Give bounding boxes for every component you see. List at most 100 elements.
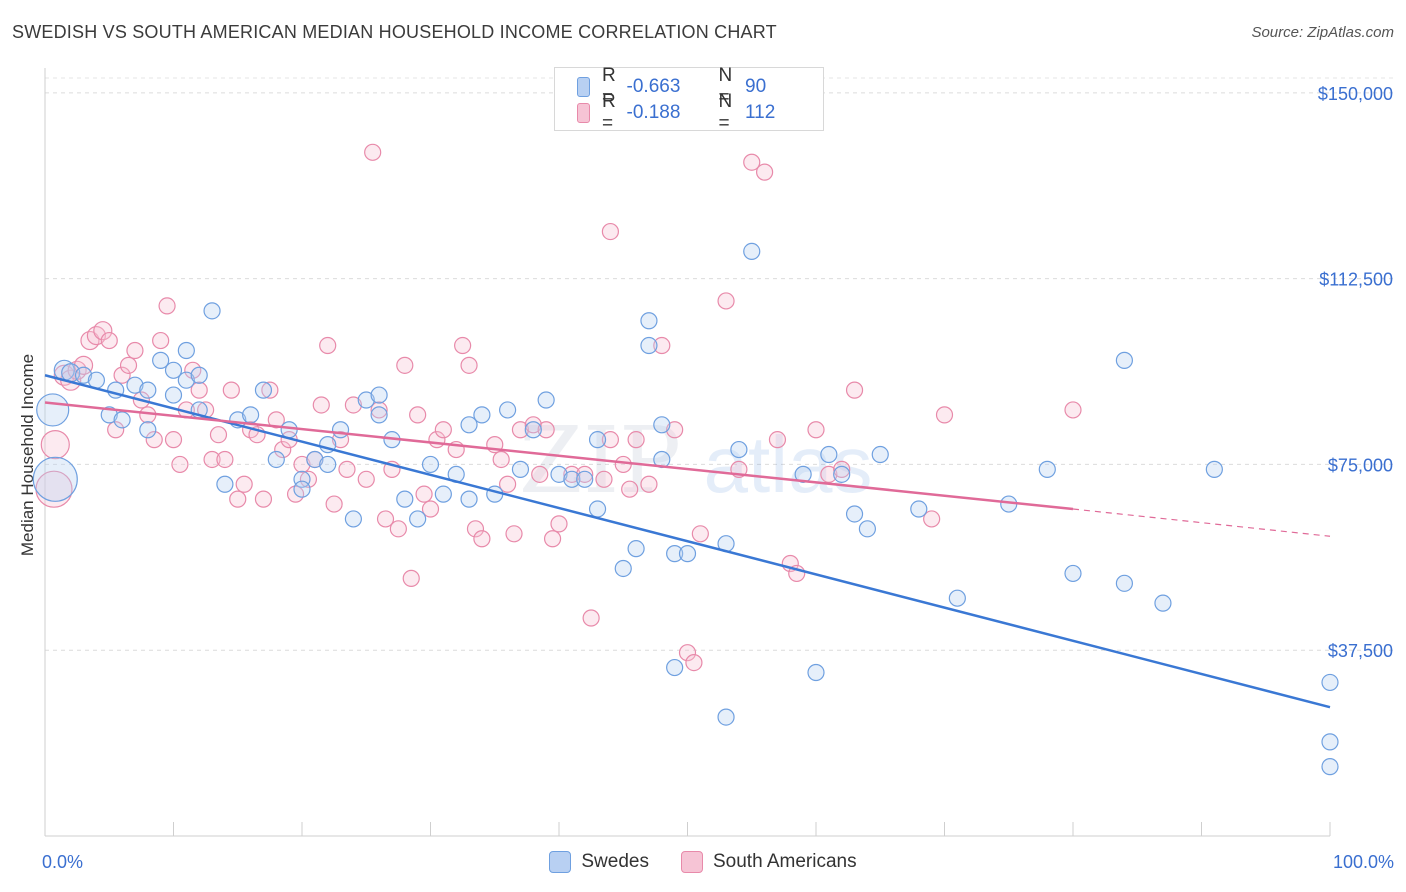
watermark-atlas: atlas [704, 420, 873, 509]
south-american-point [923, 510, 941, 528]
swede-point [126, 376, 144, 394]
south-american-point [203, 450, 221, 469]
swede-point [1205, 460, 1223, 478]
south-american-point [563, 465, 581, 483]
swede-point [460, 416, 478, 434]
swede-point [1321, 758, 1339, 776]
swede-point [820, 445, 838, 464]
south-american-point [319, 336, 337, 355]
south-american-point [543, 530, 562, 548]
south-american-point [396, 356, 414, 374]
legend-item-swedes[interactable]: Swedes [549, 851, 649, 873]
swede-point [833, 465, 851, 483]
south-american-point [614, 455, 632, 474]
south-americans-trend-extension [1072, 508, 1331, 537]
swede-point [499, 401, 517, 419]
swede-point [588, 500, 607, 518]
y-tick-label: $150,000 [1318, 84, 1393, 104]
swede-point [306, 450, 324, 469]
south-american-point [595, 470, 613, 488]
swede-point [1115, 574, 1134, 592]
swedes-swatch [577, 77, 591, 97]
swede-point [807, 663, 825, 682]
n-value-swedes: 90 [745, 76, 767, 97]
swede-point [666, 545, 684, 563]
source-label: Source: ZipAtlas.com [1251, 24, 1394, 41]
swede-point [1154, 594, 1172, 612]
south-american-point [402, 569, 420, 587]
south-american-point [338, 460, 356, 478]
swede-point [550, 465, 568, 483]
legend-label-swedes: Swedes [581, 851, 649, 872]
south-american-point [627, 431, 645, 449]
swede-point [331, 421, 350, 439]
swede-point [267, 450, 285, 469]
south-american-point [434, 421, 452, 439]
south-american-point [190, 381, 208, 399]
swede-point [537, 391, 555, 409]
south-american-point [531, 465, 549, 483]
swede-point [370, 406, 388, 424]
south-american-point [807, 421, 825, 439]
south-american-point [126, 341, 144, 360]
south-american-point [466, 520, 485, 538]
south-american-point [820, 465, 838, 483]
swede-point [511, 460, 530, 478]
swede-point [139, 381, 157, 399]
south-american-point [299, 470, 318, 488]
swede-point [319, 455, 337, 474]
correlation-legend: R = -0.663 N = 90 R = -0.188 N = 112 [554, 65, 824, 134]
south-american-point [312, 396, 330, 414]
swede-point [524, 421, 542, 439]
axes [44, 68, 1331, 837]
swede-point [1038, 460, 1056, 478]
swede-point [100, 406, 118, 424]
gridlines [45, 77, 1395, 651]
swede-point [32, 456, 78, 502]
swede-point [640, 336, 658, 355]
swede-point [177, 341, 195, 360]
y-tick-label: $37,500 [1328, 641, 1393, 661]
south-american-point [460, 356, 478, 374]
south-american-point [389, 520, 407, 538]
south-american-point [845, 381, 864, 399]
south-american-point [107, 421, 125, 439]
swede-point [717, 708, 735, 726]
south-american-point [145, 431, 163, 449]
swede-point [190, 366, 208, 384]
swede-point [910, 500, 928, 518]
swede-point [113, 411, 131, 429]
south-american-point [93, 321, 113, 341]
south-american-point [325, 495, 343, 513]
swede-point [473, 406, 491, 424]
swede-point [563, 470, 581, 488]
swede-point [254, 381, 273, 399]
swede-point [152, 351, 170, 369]
swedes-swatch [549, 851, 572, 873]
swede-point [678, 545, 697, 563]
south-american-point [524, 416, 542, 434]
south-american-point [293, 455, 311, 474]
south-american-point [222, 381, 240, 399]
south-american-point [576, 465, 594, 483]
south-american-point [473, 530, 491, 548]
swedes-points [32, 242, 1339, 776]
trend-lines [44, 374, 1331, 709]
legend-item-south-americans[interactable]: South Americans [680, 851, 857, 873]
swede-point [627, 540, 645, 558]
south-american-point [80, 330, 100, 351]
swede-point [177, 371, 195, 389]
south-american-point [499, 475, 517, 493]
swede-point [36, 393, 70, 427]
swede-point [845, 505, 864, 523]
swede-point [370, 386, 388, 404]
south-american-point [601, 431, 620, 449]
legend-row-south-americans: R = -0.188 N = 112 [577, 91, 823, 134]
south-american-point [331, 431, 350, 449]
south-american-point [158, 297, 176, 315]
swede-point [743, 242, 761, 260]
swede-point [653, 416, 671, 434]
south-american-point [409, 406, 427, 424]
south-american-point [152, 331, 170, 350]
